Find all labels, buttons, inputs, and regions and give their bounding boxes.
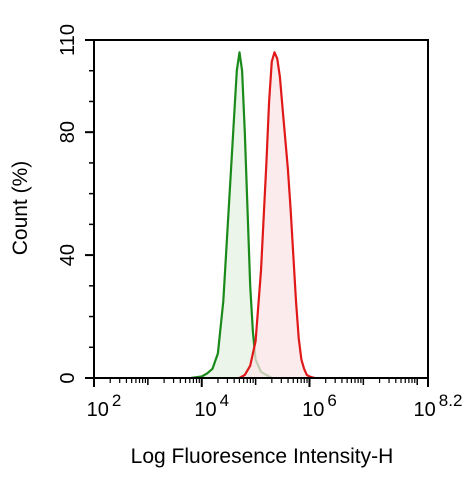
y-tick-label: 0	[57, 372, 79, 383]
y-tick-label: 110	[57, 24, 79, 56]
tick-labels: 0 40 80 110 10 2 10 4 10 6 10 8.2	[57, 24, 462, 421]
axis-ticks	[85, 39, 429, 387]
y-tick-label: 40	[57, 244, 79, 266]
series-1-area	[191, 52, 272, 379]
x-tick-label: 10 2	[87, 391, 122, 421]
series-2-area	[239, 52, 315, 379]
x-tick-label: 10 8.2	[414, 391, 463, 421]
series-layer	[190, 51, 316, 380]
axes-frame	[93, 39, 429, 379]
y-tick-label: 80	[57, 121, 79, 143]
x-tick-label: 10 6	[302, 391, 337, 421]
plot-frame	[93, 39, 429, 379]
x-tick-label: 10 4	[194, 391, 229, 421]
y-axis-title: Count (%)	[9, 161, 32, 256]
series-2-curve	[238, 51, 316, 380]
x-axis-title: Log Fluoresence Intensity-H	[131, 445, 394, 468]
